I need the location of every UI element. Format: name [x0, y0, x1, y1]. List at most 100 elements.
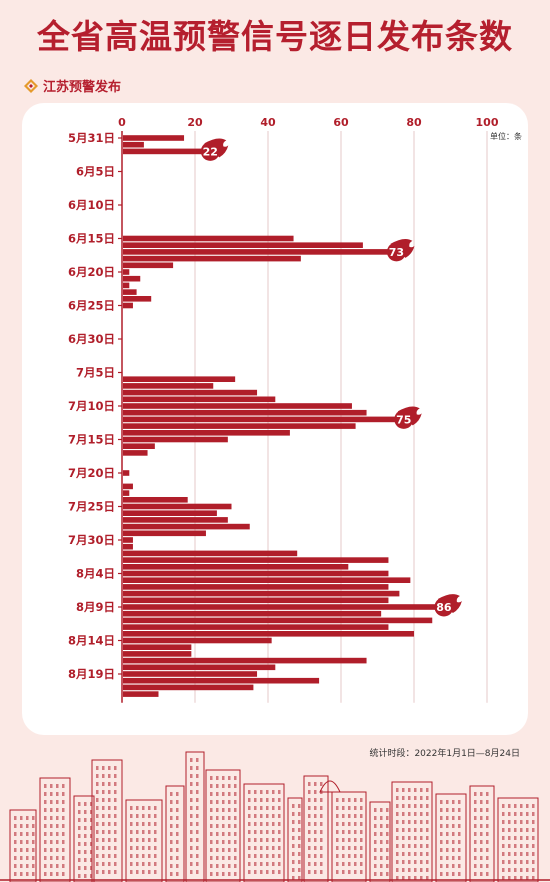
- building-window: [170, 832, 173, 836]
- building-window: [190, 870, 193, 874]
- building-window: [50, 872, 53, 876]
- diamond-logo-icon: [24, 78, 38, 93]
- building-window: [440, 856, 443, 860]
- y-tick-label: 7月20日: [68, 466, 115, 480]
- building-window: [480, 808, 483, 812]
- building-window: [14, 840, 17, 844]
- building-window: [114, 798, 117, 802]
- building-window: [90, 874, 93, 878]
- building-window: [520, 876, 523, 880]
- building-window: [440, 848, 443, 852]
- building-window: [308, 790, 311, 794]
- building-window: [452, 848, 455, 852]
- building-window: [440, 808, 443, 812]
- building-window: [514, 836, 517, 840]
- bar: [123, 557, 389, 563]
- building-window: [508, 876, 511, 880]
- building-window: [130, 846, 133, 850]
- building-window: [196, 806, 199, 810]
- building-window: [148, 822, 151, 826]
- building-window: [260, 838, 263, 842]
- building-window: [374, 808, 377, 812]
- building-window: [142, 862, 145, 866]
- bar: [123, 423, 356, 429]
- building-window: [360, 854, 363, 858]
- building-window: [102, 862, 105, 866]
- dome-outline: [319, 780, 341, 793]
- bar: [123, 296, 152, 302]
- building-window: [408, 812, 411, 816]
- building-window: [446, 808, 449, 812]
- building-window: [336, 814, 339, 818]
- building-window: [336, 806, 339, 810]
- building-window: [278, 870, 281, 874]
- building-window: [532, 828, 535, 832]
- building-window: [216, 840, 219, 844]
- building-window: [108, 766, 111, 770]
- y-tick-label: 7月25日: [68, 500, 115, 514]
- building-window: [266, 806, 269, 810]
- building-window: [108, 814, 111, 818]
- building-window: [458, 824, 461, 828]
- building-window: [278, 790, 281, 794]
- building-window: [90, 866, 93, 870]
- building-window: [14, 816, 17, 820]
- building-window: [380, 816, 383, 820]
- building-window: [408, 852, 411, 856]
- building-window: [314, 814, 317, 818]
- building-window: [308, 814, 311, 818]
- building-window: [136, 870, 139, 874]
- building-window: [348, 814, 351, 818]
- x-tick-label: 80: [406, 116, 422, 129]
- building-window: [170, 856, 173, 860]
- building-window: [190, 758, 193, 762]
- building-window: [298, 836, 301, 840]
- building-window: [248, 822, 251, 826]
- building-window: [458, 800, 461, 804]
- building-window: [532, 860, 535, 864]
- building-window: [266, 838, 269, 842]
- building-window: [354, 806, 357, 810]
- building-window: [292, 804, 295, 808]
- building-window: [272, 870, 275, 874]
- building-window: [108, 774, 111, 778]
- building-window: [336, 870, 339, 874]
- building-window: [426, 820, 429, 824]
- building-window: [520, 852, 523, 856]
- unit-label: 单位：条: [490, 131, 522, 141]
- building-window: [458, 848, 461, 852]
- building-window: [190, 766, 193, 770]
- building-window: [508, 828, 511, 832]
- building-window: [260, 846, 263, 850]
- building-window: [196, 846, 199, 850]
- building-window: [96, 830, 99, 834]
- building-window: [380, 864, 383, 868]
- building-window: [50, 848, 53, 852]
- building-window: [108, 846, 111, 850]
- building-window: [452, 864, 455, 868]
- bar: [123, 517, 228, 523]
- building-window: [508, 804, 511, 808]
- building-window: [154, 846, 157, 850]
- building-window: [196, 830, 199, 834]
- building-window: [216, 864, 219, 868]
- building-window: [272, 822, 275, 826]
- building-window: [508, 844, 511, 848]
- building-window: [114, 806, 117, 810]
- building-window: [402, 868, 405, 872]
- building-window: [26, 824, 29, 828]
- building-window: [292, 876, 295, 880]
- building-window: [136, 838, 139, 842]
- building-window: [26, 840, 29, 844]
- building-window: [380, 824, 383, 828]
- bar: [123, 651, 192, 657]
- building-window: [486, 824, 489, 828]
- building-window: [44, 824, 47, 828]
- building-window: [486, 800, 489, 804]
- building-window: [62, 808, 65, 812]
- building-window: [62, 872, 65, 876]
- building-window: [292, 812, 295, 816]
- building-window: [396, 788, 399, 792]
- building-window: [130, 806, 133, 810]
- building-window: [314, 854, 317, 858]
